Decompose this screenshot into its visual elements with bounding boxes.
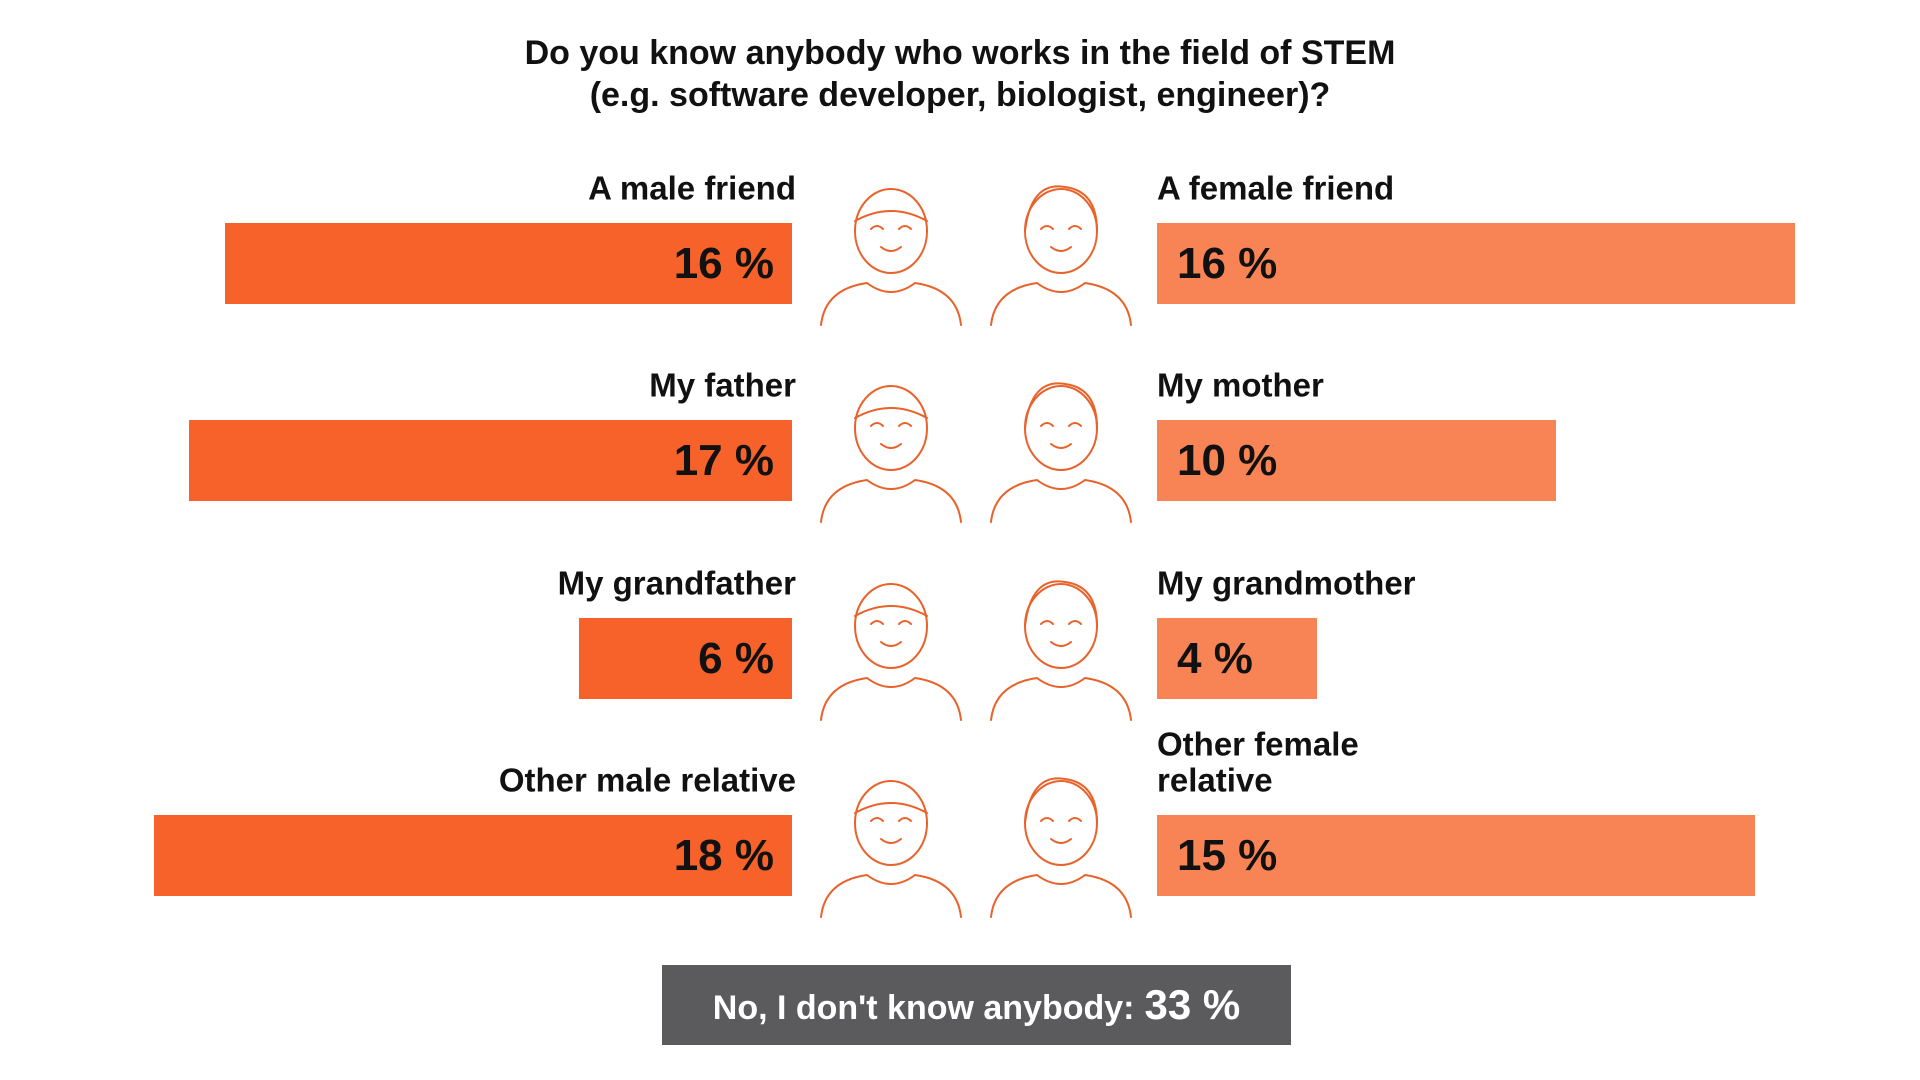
icon-shoulders	[990, 676, 1132, 721]
icon-eye	[1068, 422, 1082, 427]
icon-smile	[880, 246, 902, 252]
icon-eye	[870, 620, 884, 625]
icon-head	[854, 188, 928, 274]
category-label: Other male relative	[498, 761, 796, 799]
icon-head	[854, 780, 928, 866]
icon-head	[1024, 780, 1098, 866]
bar	[1157, 815, 1756, 896]
icon-eye	[898, 817, 912, 822]
icon-smile	[1050, 838, 1072, 844]
icon-head	[1024, 188, 1098, 274]
category-label: A female friend	[1157, 169, 1395, 207]
icon-hair	[1024, 777, 1098, 824]
value-label: 10 %	[1177, 436, 1278, 485]
bar	[189, 420, 792, 501]
icon-eye	[898, 422, 912, 427]
icon-smile	[880, 641, 902, 647]
value-label: 16 %	[1177, 239, 1278, 288]
bar	[224, 223, 792, 304]
icon-smile	[1050, 641, 1072, 647]
icon-eye	[1068, 225, 1082, 230]
icon-hair	[1024, 185, 1098, 232]
no-one-value: 33 %	[1144, 981, 1241, 1028]
icon-hair	[854, 210, 928, 222]
icon-hair	[854, 605, 928, 617]
icon-hair	[854, 407, 928, 419]
bar	[579, 618, 792, 699]
icon-eye	[1040, 620, 1054, 625]
icon-hair	[1024, 580, 1098, 627]
icon-eye	[1040, 422, 1054, 427]
bar	[154, 815, 792, 896]
icon-head	[1024, 583, 1098, 669]
icon-shoulders	[820, 676, 962, 721]
icon-shoulders	[820, 873, 962, 918]
chart-title: Do you know anybody who works in the fie…	[524, 34, 1396, 72]
no-one-box: No, I don't know anybody: 33 %	[662, 965, 1291, 1045]
icon-shoulders	[820, 281, 962, 326]
icon-eye	[1068, 817, 1082, 822]
icon-head	[854, 583, 928, 669]
value-label: 4 %	[1177, 634, 1253, 683]
icon-eye	[898, 620, 912, 625]
category-label: My grandmother	[1157, 564, 1416, 602]
icon-shoulders	[990, 478, 1132, 523]
value-label: 6 %	[698, 634, 774, 683]
category-label: A male friend	[588, 169, 796, 207]
icon-hair	[1024, 382, 1098, 429]
icon-smile	[880, 838, 902, 844]
value-label: 18 %	[673, 831, 774, 880]
bar	[1157, 420, 1556, 501]
value-label: 16 %	[673, 239, 774, 288]
icon-shoulders	[990, 873, 1132, 918]
icon-shoulders	[990, 281, 1132, 326]
category-label: Other female relative	[1157, 725, 1359, 799]
chart-subtitle: (e.g. software developer, biologist, eng…	[589, 76, 1331, 114]
icon-eye	[898, 225, 912, 230]
icon-smile	[1050, 443, 1072, 449]
category-label: My mother	[1157, 366, 1324, 404]
value-label: 17 %	[673, 436, 774, 485]
icon-eye	[870, 817, 884, 822]
icon-smile	[880, 443, 902, 449]
bar	[1157, 223, 1795, 304]
category-label: My grandfather	[557, 564, 796, 602]
icon-hair	[854, 802, 928, 814]
value-label: 15 %	[1177, 831, 1278, 880]
icon-eye	[1040, 817, 1054, 822]
icon-eye	[870, 225, 884, 230]
icon-smile	[1050, 246, 1072, 252]
icon-eye	[870, 422, 884, 427]
category-label: My father	[649, 366, 796, 404]
icon-shoulders	[820, 478, 962, 523]
icon-eye	[1068, 620, 1082, 625]
icon-eye	[1040, 225, 1054, 230]
icon-head	[1024, 385, 1098, 471]
bar	[1157, 618, 1317, 699]
icon-head	[854, 385, 928, 471]
no-one-label: No, I don't know anybody:	[712, 989, 1135, 1027]
